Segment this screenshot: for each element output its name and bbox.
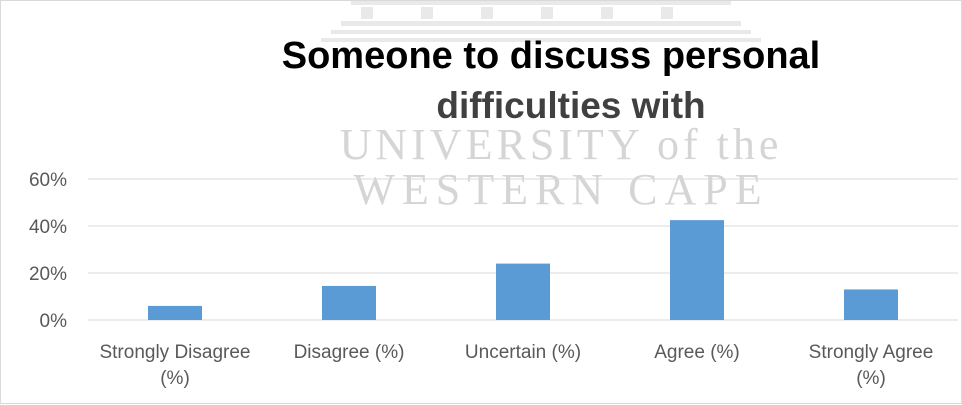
x-tick-label: (%) bbox=[160, 368, 190, 389]
bar bbox=[322, 285, 376, 320]
y-tick-label: 40% bbox=[29, 217, 67, 238]
chart-title-line1: Someone to discuss personal bbox=[281, 35, 821, 77]
bar bbox=[148, 305, 202, 320]
bar bbox=[496, 263, 550, 320]
chart-title-line2: difficulties with bbox=[436, 85, 706, 126]
x-tick-label: Disagree (%) bbox=[294, 342, 405, 363]
x-tick-label: Strongly Disagree bbox=[99, 342, 250, 363]
y-axis-ticks: 0% 20% 40% 60% bbox=[29, 170, 67, 332]
y-tick-label: 60% bbox=[29, 170, 67, 191]
x-tick-label: Agree (%) bbox=[654, 342, 740, 363]
bar bbox=[844, 289, 898, 320]
y-tick-label: 20% bbox=[29, 264, 67, 285]
chart-title: Someone to discuss personal difficulties… bbox=[121, 31, 962, 131]
bars bbox=[148, 220, 898, 320]
y-tick-label: 0% bbox=[40, 311, 68, 332]
x-tick-label: (%) bbox=[856, 368, 886, 389]
x-tick-label: Strongly Agree bbox=[809, 342, 934, 363]
bar bbox=[670, 220, 724, 320]
x-tick-label: Uncertain (%) bbox=[465, 342, 581, 363]
x-axis-ticks: Strongly Disagree (%) Disagree (%) Uncertai… bbox=[99, 342, 933, 389]
